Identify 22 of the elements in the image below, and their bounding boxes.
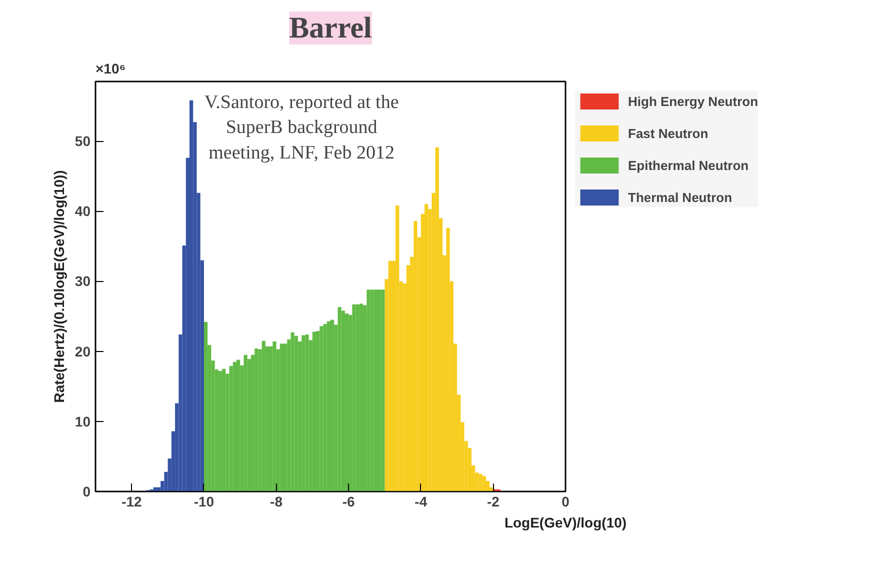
x-tick-label: -4 [414, 494, 428, 510]
legend-label: Thermal Neutron [628, 190, 732, 204]
x-tick-label: -8 [270, 494, 283, 510]
legend-label: High Energy Neutron [628, 94, 758, 108]
y-tick-label: 40 [74, 203, 91, 220]
y-tick-label: 20 [74, 343, 91, 360]
x-tick-label: -10 [194, 494, 214, 510]
y-axis-title: Rate(Hertz)/(0.10logE(GeV)/log(10)) [50, 170, 67, 403]
legend-label: Epithermal Neutron [628, 158, 749, 172]
y-tick-label: 30 [74, 273, 91, 290]
x-tick-label: 0 [562, 494, 570, 510]
x-tick-label: -6 [342, 494, 356, 510]
text: ×10⁶ [96, 60, 126, 76]
y-tick-label: 0 [82, 484, 91, 500]
x-tick-label: -2 [486, 494, 500, 510]
x-tick-label: -12 [122, 494, 142, 510]
x-axis-title: LogE(GeV)/log(10) [504, 514, 627, 530]
y-tick-label: 50 [74, 133, 91, 150]
annotation: V.Santoro, reported at the SuperB background meeting, LNF, Feb 2012 [204, 92, 399, 164]
legend-label: Fast Neutron [628, 126, 708, 140]
y-tick-label: 10 [74, 413, 91, 430]
chart-title: Barrel [289, 12, 372, 44]
